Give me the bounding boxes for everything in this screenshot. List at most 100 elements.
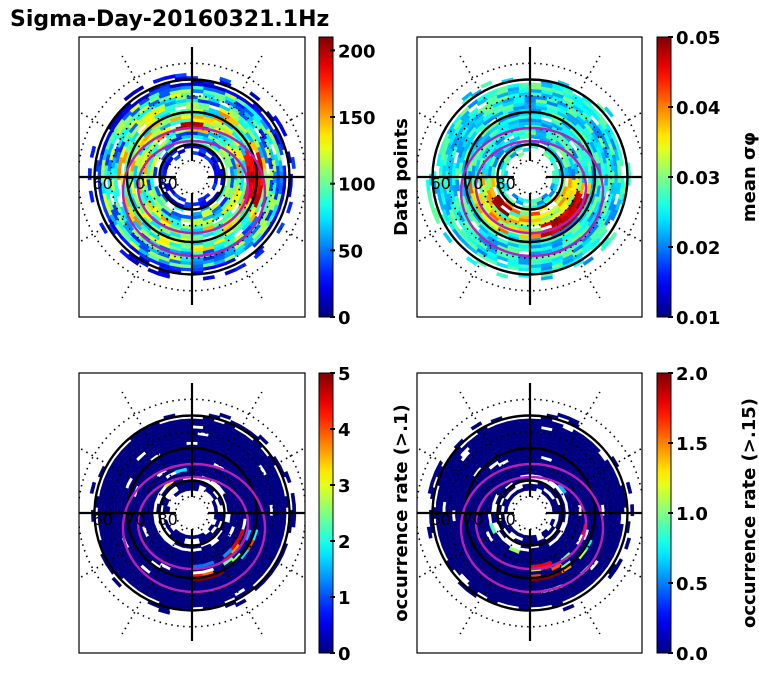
- heatmap-cell: [111, 576, 123, 588]
- plot-area: 60 70 80: [79, 383, 305, 641]
- heatmap-cell: [88, 190, 95, 203]
- heatmap-cell: [173, 490, 181, 498]
- heatmap-cell: [87, 168, 92, 181]
- colorbar-tick-label: 200: [338, 41, 376, 62]
- heatmap-cell: [214, 519, 221, 528]
- heatmap-cell: [201, 543, 212, 551]
- dotted-meridian: [417, 515, 525, 580]
- oval-boundary-equatorward: [459, 126, 605, 258]
- latitude-label-70: 70: [463, 510, 483, 529]
- dotted-meridian: [535, 111, 642, 175]
- heatmap-cell: [541, 192, 549, 200]
- heatmap-cell: [481, 520, 489, 533]
- heatmap-cell: [542, 151, 551, 159]
- axes-frame: [416, 372, 643, 654]
- dotted-meridian: [121, 55, 190, 172]
- heatmap-cell: [197, 532, 206, 539]
- colorbar-label: mean σφ: [739, 132, 759, 222]
- dotted-meridian: [197, 515, 305, 580]
- dotted-meridian: [535, 447, 642, 511]
- heatmap-cell: [286, 201, 294, 214]
- pole-disk: [516, 499, 544, 527]
- heatmap-cell: [630, 504, 635, 517]
- dotted-meridian: [459, 518, 528, 635]
- dotted-meridian: [459, 391, 528, 508]
- heatmap-cell: [455, 179, 461, 192]
- heatmap-cell: [204, 487, 213, 495]
- panel-occurrence-015: 60 70 80 0.0 0.5 1.0 1.5 2.0 occurrence rate (>.…: [416, 364, 759, 665]
- heatmap-cell: [211, 182, 218, 191]
- heatmap-cell: [541, 528, 549, 536]
- heatmap-cell: [516, 532, 525, 539]
- heatmap-cell: [541, 490, 549, 498]
- heatmap-cell: [582, 256, 595, 266]
- dotted-meridian: [532, 182, 601, 299]
- pole-disk: [178, 163, 206, 191]
- heatmap-cell: [455, 141, 464, 154]
- heatmap-cell: [203, 192, 211, 200]
- colorbar-tick-label: 5: [338, 364, 351, 385]
- colorbar-gradient: [318, 36, 334, 318]
- colorbar-tick-label: 0.02: [676, 238, 720, 259]
- colorbar-tick-label: 1.0: [676, 504, 708, 525]
- heatmap-cell: [157, 272, 171, 279]
- heatmap-cell: [607, 231, 618, 244]
- colorbar-tick-label: 4: [338, 420, 351, 441]
- axes-frame: [416, 36, 643, 318]
- dotted-meridian: [121, 391, 190, 508]
- colorbar: 0 1 2 3 4 5 occurrence rate (>.1): [318, 364, 412, 665]
- heatmap-cell: [476, 96, 488, 107]
- heatmap-cell: [241, 182, 248, 195]
- heatmap-cell: [211, 499, 218, 508]
- heatmap-cell: [129, 467, 140, 480]
- heatmap-cell: [290, 492, 296, 505]
- latitude-label-80: 80: [496, 510, 516, 529]
- dotted-meridian: [417, 446, 525, 511]
- heatmap-cell: [163, 74, 176, 81]
- dotted-meridian: [197, 446, 305, 511]
- dotted-meridian: [79, 446, 187, 511]
- dotted-meridian: [194, 391, 263, 508]
- heatmap-cell: [144, 116, 156, 127]
- colorbar-tick-label: 0: [338, 308, 351, 329]
- heatmap-cell: [624, 537, 632, 550]
- latitude-label-80: 80: [496, 174, 516, 193]
- heatmap-cell: [451, 498, 457, 511]
- plot-area: 60 70 80: [417, 47, 642, 305]
- colorbar-tick-label: 0.01: [676, 308, 720, 329]
- heatmap-cell: [249, 91, 261, 102]
- heatmap-cell: [548, 525, 556, 534]
- latitude-label-60: 60: [93, 510, 113, 529]
- dotted-meridian: [79, 179, 187, 244]
- heatmap-cell: [152, 76, 165, 84]
- heatmap-cell: [173, 154, 181, 162]
- dotted-meridian: [535, 515, 642, 579]
- latitude-label-60: 60: [431, 174, 451, 193]
- heatmap-cell: [292, 504, 297, 517]
- colorbar-tick-label: 0.04: [676, 98, 720, 119]
- latitude-label-80: 80: [158, 510, 178, 529]
- colorbar-tick-label: 3: [338, 476, 351, 497]
- dotted-meridian: [459, 182, 528, 299]
- heatmap-cell: [191, 421, 204, 427]
- colorbar-tick-label: 2: [338, 532, 351, 553]
- heatmap-cell: [549, 518, 556, 527]
- heatmap-cell: [576, 515, 583, 528]
- heatmap-cell: [207, 524, 215, 532]
- heatmap-cell: [442, 231, 453, 244]
- dotted-meridian: [417, 110, 525, 175]
- heatmap-cell: [89, 481, 97, 494]
- dotted-meridian: [121, 518, 190, 635]
- dotted-meridian: [194, 55, 263, 172]
- heatmap-cell: [276, 222, 286, 235]
- heatmap-cell: [123, 91, 135, 102]
- colorbar-label: Data points: [391, 118, 412, 236]
- colorbar-tick-label: 0.0: [676, 644, 708, 665]
- heatmap-cell: [89, 145, 97, 158]
- colorbar-label: occurrence rate (>.15): [739, 398, 759, 628]
- latitude-label-70: 70: [125, 510, 145, 529]
- heatmap-cell: [428, 201, 436, 214]
- panel-data-points: 60 70 80 0 50 100 150 200 Data points: [78, 36, 412, 329]
- dotted-meridian: [535, 179, 642, 243]
- colorbar-tick-label: 0.03: [676, 168, 720, 189]
